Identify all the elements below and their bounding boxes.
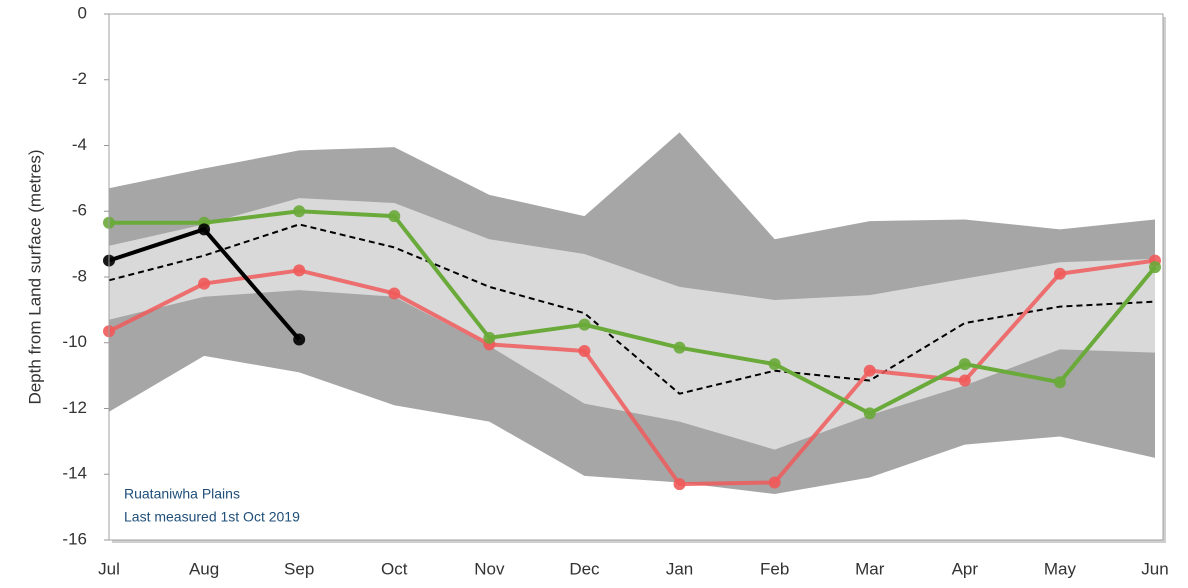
y-tick-label: -12 bbox=[62, 398, 87, 417]
series-line bbox=[109, 209, 1157, 416]
point bbox=[388, 210, 401, 223]
x-tick-label: Apr bbox=[952, 559, 979, 578]
point bbox=[578, 344, 591, 357]
band bbox=[109, 198, 1155, 450]
x-tick-label: Nov bbox=[474, 559, 505, 578]
y-axis-label: Depth from Land surface (metres) bbox=[25, 149, 44, 404]
point bbox=[958, 374, 971, 387]
point bbox=[768, 476, 781, 489]
point bbox=[673, 341, 686, 354]
y-tick-label: -8 bbox=[72, 266, 87, 285]
point bbox=[198, 223, 211, 236]
x-tick-label: May bbox=[1044, 559, 1077, 578]
y-tick-label: -6 bbox=[72, 201, 87, 220]
x-tick-label: Jul bbox=[98, 559, 120, 578]
point bbox=[198, 277, 211, 290]
point bbox=[293, 333, 306, 346]
point bbox=[293, 264, 306, 277]
y-tick-label: -16 bbox=[62, 529, 87, 548]
series-line bbox=[108, 258, 1156, 487]
y-tick-label: -2 bbox=[72, 69, 87, 88]
point bbox=[768, 358, 781, 371]
x-tick-label: Jan bbox=[666, 559, 693, 578]
point bbox=[958, 358, 971, 371]
x-tick-label: Jun bbox=[1141, 559, 1168, 578]
point bbox=[483, 331, 496, 344]
point bbox=[1149, 261, 1161, 274]
x-tick-label: Dec bbox=[569, 559, 600, 578]
point bbox=[863, 364, 876, 377]
point bbox=[1053, 376, 1066, 389]
point bbox=[578, 318, 591, 331]
x-tick-label: Aug bbox=[189, 559, 219, 578]
x-tick-label: Feb bbox=[760, 559, 789, 578]
y-tick-label: -4 bbox=[72, 135, 87, 154]
point bbox=[673, 478, 686, 491]
point bbox=[293, 205, 306, 218]
point bbox=[388, 287, 401, 300]
point bbox=[863, 407, 876, 420]
x-tick-label: Mar bbox=[855, 559, 885, 578]
point bbox=[1053, 267, 1066, 280]
annotation: Ruataniwha Plains bbox=[124, 486, 240, 502]
y-tick-label: -10 bbox=[62, 332, 87, 351]
x-tick-label: Oct bbox=[381, 559, 408, 578]
annotation: Last measured 1st Oct 2019 bbox=[124, 509, 300, 525]
y-tick-label: -14 bbox=[62, 464, 87, 483]
series-line bbox=[108, 223, 1156, 395]
y-tick-label: 0 bbox=[78, 3, 87, 22]
x-tick-label: Sep bbox=[284, 559, 314, 578]
plot-border bbox=[108, 13, 1164, 541]
